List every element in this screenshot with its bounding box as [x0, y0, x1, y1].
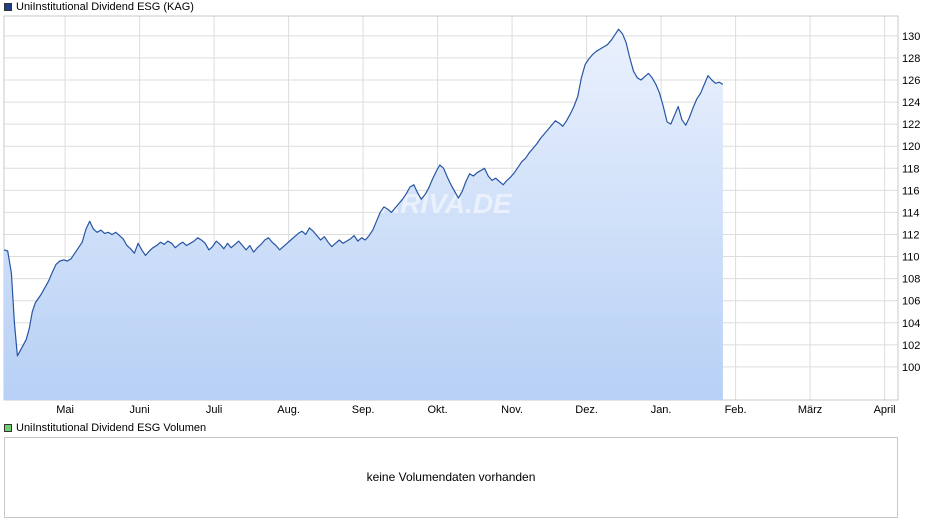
legend-volume-label: UniInstitutional Dividend ESG Volumen: [16, 422, 207, 434]
y-tick-label: 124: [902, 97, 920, 109]
y-tick-label: 126: [902, 75, 920, 87]
x-tick-label: Feb.: [725, 404, 747, 416]
x-tick-label: Juli: [206, 404, 223, 416]
grid: [4, 16, 898, 400]
y-tick-label: 114: [902, 207, 920, 219]
y-tick-label: 116: [902, 185, 920, 197]
legend-volume-swatch: [4, 424, 12, 432]
y-tick-label: 106: [902, 296, 920, 308]
legend-price: UniInstitutional Dividend ESG (KAG): [4, 1, 194, 13]
y-axis: 100 102 104 106 108 110 112 114 116 118 120 122 124 1…: [902, 31, 920, 374]
x-tick-label: Juni: [129, 404, 149, 416]
x-tick-label: Aug.: [277, 404, 300, 416]
y-tick-label: 120: [902, 141, 920, 153]
price-area: [4, 29, 723, 400]
x-axis: Mai Juni Juli Aug. Sep. Okt. Nov. Dez. Jan. Feb. M…: [56, 404, 895, 416]
legend-volume: UniInstitutional Dividend ESG Volumen: [4, 422, 206, 434]
y-tick-label: 110: [902, 252, 920, 264]
x-tick-label: Sep.: [352, 404, 375, 416]
y-tick-label: 130: [902, 31, 920, 43]
y-tick-label: 128: [902, 53, 920, 65]
price-line: [3, 28, 724, 357]
y-tick-label: 112: [902, 229, 920, 241]
y-tick-label: 118: [902, 163, 920, 175]
legend-price-swatch: [4, 3, 12, 11]
x-tick-label: Nov.: [501, 404, 523, 416]
y-tick-label: 102: [902, 340, 920, 352]
watermark: ARIVA.DE: [379, 188, 513, 219]
legend-price-label: UniInstitutional Dividend ESG (KAG): [16, 1, 194, 13]
price-chart: ARIVA.DE 1001021041061081101121141161181…: [3, 15, 920, 416]
y-tick-label: 100: [902, 362, 920, 374]
y-tick-label: 122: [902, 119, 920, 131]
y-tick-label: 104: [902, 318, 920, 330]
x-tick-label: Jan.: [651, 404, 672, 416]
x-tick-label: Okt.: [428, 404, 448, 416]
x-tick-label: Dez.: [575, 404, 598, 416]
x-tick-label: April: [874, 404, 896, 416]
volume-empty-message: keine Volumendaten vorhanden: [366, 470, 536, 484]
y-tick-label: 108: [902, 274, 920, 286]
x-tick-label: Mai: [56, 404, 74, 416]
x-tick-label: März: [798, 404, 822, 416]
volume-panel: keine Volumendaten vorhanden: [4, 437, 898, 518]
